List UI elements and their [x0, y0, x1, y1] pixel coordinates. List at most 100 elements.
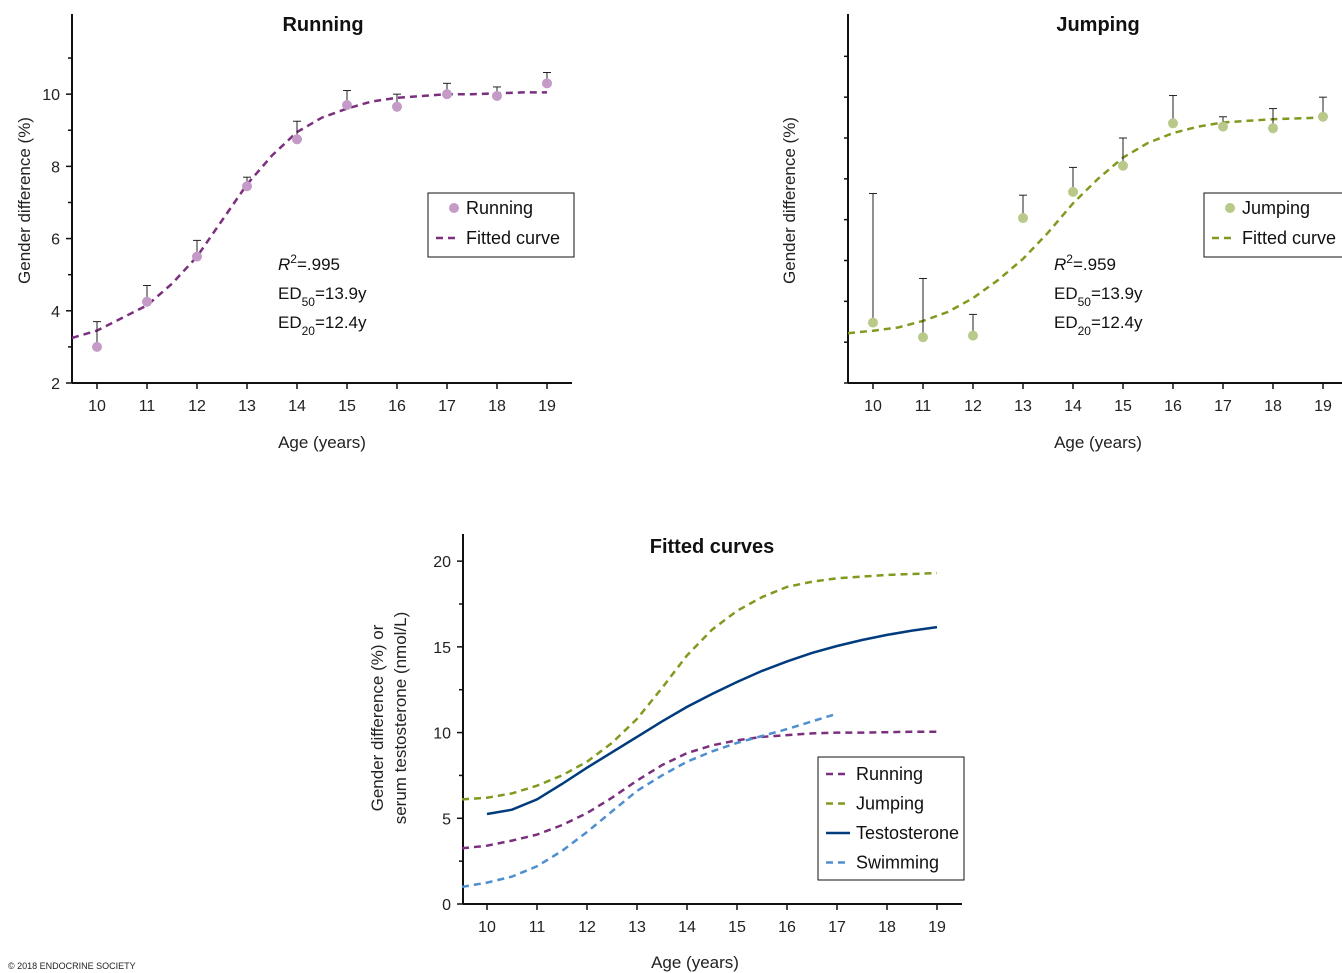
- jumping-x-axis-title: Age (years): [1054, 433, 1142, 452]
- jumping-data-point: [1168, 118, 1178, 129]
- running-data-point: [492, 90, 502, 101]
- jumping-legend-point-swatch: [1225, 203, 1235, 213]
- running-legend-point-swatch: [449, 203, 459, 213]
- jumping-data-point: [1118, 160, 1128, 171]
- jumping-x-tick-label: 18: [1264, 398, 1282, 415]
- fitted-legend-label: Running: [856, 764, 923, 784]
- jumping-data-point: [918, 332, 928, 343]
- jumping-x-tick-label: 10: [864, 398, 882, 415]
- running-x-tick-label: 18: [488, 398, 506, 415]
- running-x-tick-label: 13: [238, 398, 256, 415]
- jumping-chart-panel: 10 11 12 13 14 15 16 17 18 19 Jumping Age (years) Ge…: [780, 14, 1342, 452]
- jumping-x-tick-label: 12: [964, 398, 982, 415]
- running-legend-label: Running: [466, 198, 533, 218]
- running-legend: Running Fitted curve: [427, 192, 575, 258]
- fitted-y-axis-title-line2: serum testosterone (nmol/L): [391, 612, 410, 825]
- jumping-x-tick-label: 16: [1164, 398, 1182, 415]
- fitted-x-tick-label: 16: [778, 919, 796, 936]
- jumping-data-point: [968, 330, 978, 341]
- fitted-x-tick-label: 12: [578, 919, 596, 936]
- running-x-tick-label: 11: [139, 398, 156, 415]
- fitted-x-tick-label: 14: [678, 919, 696, 936]
- running-data-point: [292, 134, 302, 145]
- fitted-y-tick-label: 20: [433, 554, 451, 571]
- running-data-point: [192, 251, 202, 262]
- running-x-tick-label: 16: [388, 398, 406, 415]
- running-ed20-text: ED20=12.4y: [278, 313, 367, 338]
- jumping-x-tick-label: 15: [1114, 398, 1132, 415]
- fitted-legend-label: Jumping: [856, 794, 924, 814]
- jumping-x-tick-label: 14: [1064, 398, 1082, 415]
- jumping-ed50-text: ED50=13.9y: [1054, 284, 1143, 309]
- running-data-point: [92, 341, 102, 352]
- running-chart-title: Running: [282, 14, 363, 36]
- fitted-x-tick-label: 11: [529, 919, 546, 936]
- fitted-x-axis-title: Age (years): [651, 953, 739, 972]
- fitted-x-tick-label: 19: [928, 919, 946, 936]
- fitted-x-tick-label: 10: [478, 919, 496, 936]
- fitted-y-axis-title-line1: Gender difference (%) or: [368, 624, 387, 811]
- running-data-point: [142, 296, 152, 307]
- running-chart-panel: 10 11 12 13 14 15 16 17 18 19 2 4 6 8 10 Running Age (ye…: [15, 14, 575, 452]
- fitted-x-tick-label: 13: [628, 919, 646, 936]
- jumping-legend: Jumping Fitted curve: [1203, 192, 1342, 258]
- running-y-tick-label: 8: [51, 159, 60, 176]
- jumping-data-point: [1068, 186, 1078, 197]
- fitted-running-curve-line: [461, 730, 937, 850]
- copyright-notice: © 2018 ENDOCRINE SOCIETY: [8, 961, 136, 971]
- running-y-tick-label: 4: [51, 304, 60, 321]
- running-y-tick-label: 10: [42, 87, 60, 104]
- jumping-x-tick-label: 13: [1014, 398, 1032, 415]
- jumping-data-point: [1218, 121, 1228, 132]
- jumping-legend-label: Fitted curve: [1242, 228, 1336, 248]
- jumping-r-squared-text: R2=.959: [1054, 252, 1116, 274]
- jumping-legend-label: Jumping: [1242, 198, 1310, 218]
- running-x-tick-label: 10: [88, 398, 106, 415]
- running-x-tick-label: 12: [188, 398, 206, 415]
- running-y-axis-title: Gender difference (%): [15, 117, 34, 284]
- running-x-tick-label: 19: [538, 398, 556, 415]
- jumping-data-point: [868, 317, 878, 328]
- running-data-point: [342, 99, 352, 110]
- fitted-x-tick-label: 18: [878, 919, 896, 936]
- running-legend-label: Fitted curve: [466, 228, 560, 248]
- fitted-legend: Running Jumping Testosterone Swimming: [817, 756, 965, 881]
- fitted-jumping-curve-line: [461, 571, 938, 801]
- jumping-ed20-text: ED20=12.4y: [1054, 313, 1143, 338]
- fitted-y-tick-label: 10: [433, 726, 451, 743]
- fitted-x-tick-label: 17: [828, 919, 846, 936]
- jumping-data-point: [1018, 213, 1028, 224]
- running-x-tick-label: 17: [438, 398, 456, 415]
- jumping-data-point: [1268, 123, 1278, 134]
- fitted-chart-title: Fitted curves: [650, 536, 774, 558]
- running-data-point: [242, 181, 252, 192]
- fitted-y-tick-label: 0: [442, 897, 451, 914]
- fitted-y-tick-label: 5: [442, 811, 451, 828]
- running-y-tick-label: 6: [51, 232, 60, 249]
- fitted-x-tick-label: 15: [728, 919, 746, 936]
- jumping-x-tick-label: 19: [1314, 398, 1332, 415]
- running-r-squared-text: R2=.995: [278, 252, 340, 274]
- jumping-chart-title: Jumping: [1056, 14, 1139, 36]
- running-x-axis-title: Age (years): [278, 433, 366, 452]
- running-x-tick-label: 15: [338, 398, 356, 415]
- running-y-tick-label: 2: [51, 376, 60, 393]
- running-x-tick-label: 14: [288, 398, 306, 415]
- fitted-testosterone-curve-line: [486, 625, 938, 816]
- jumping-data-point: [1318, 111, 1328, 122]
- running-ed50-text: ED50=13.9y: [278, 284, 367, 309]
- jumping-x-tick-label: 17: [1214, 398, 1232, 415]
- fitted-legend-label: Testosterone: [856, 823, 959, 843]
- fitted-y-tick-label: 15: [433, 640, 451, 657]
- running-data-point: [392, 101, 402, 112]
- jumping-legend-box: [1203, 192, 1342, 258]
- fitted-swimming-curve-line: [461, 712, 838, 889]
- jumping-y-axis-title: Gender difference (%): [780, 117, 799, 284]
- running-data-point: [542, 78, 552, 89]
- running-data-point: [442, 89, 452, 100]
- jumping-x-tick-label: 11: [915, 398, 932, 415]
- fitted-legend-label: Swimming: [856, 853, 939, 873]
- fitted-curves-chart-panel: 10 11 12 13 14 15 16 17 18 19 0 5 10 15 20 Fitted curve…: [368, 534, 965, 972]
- fitted-legend-box: [817, 756, 965, 881]
